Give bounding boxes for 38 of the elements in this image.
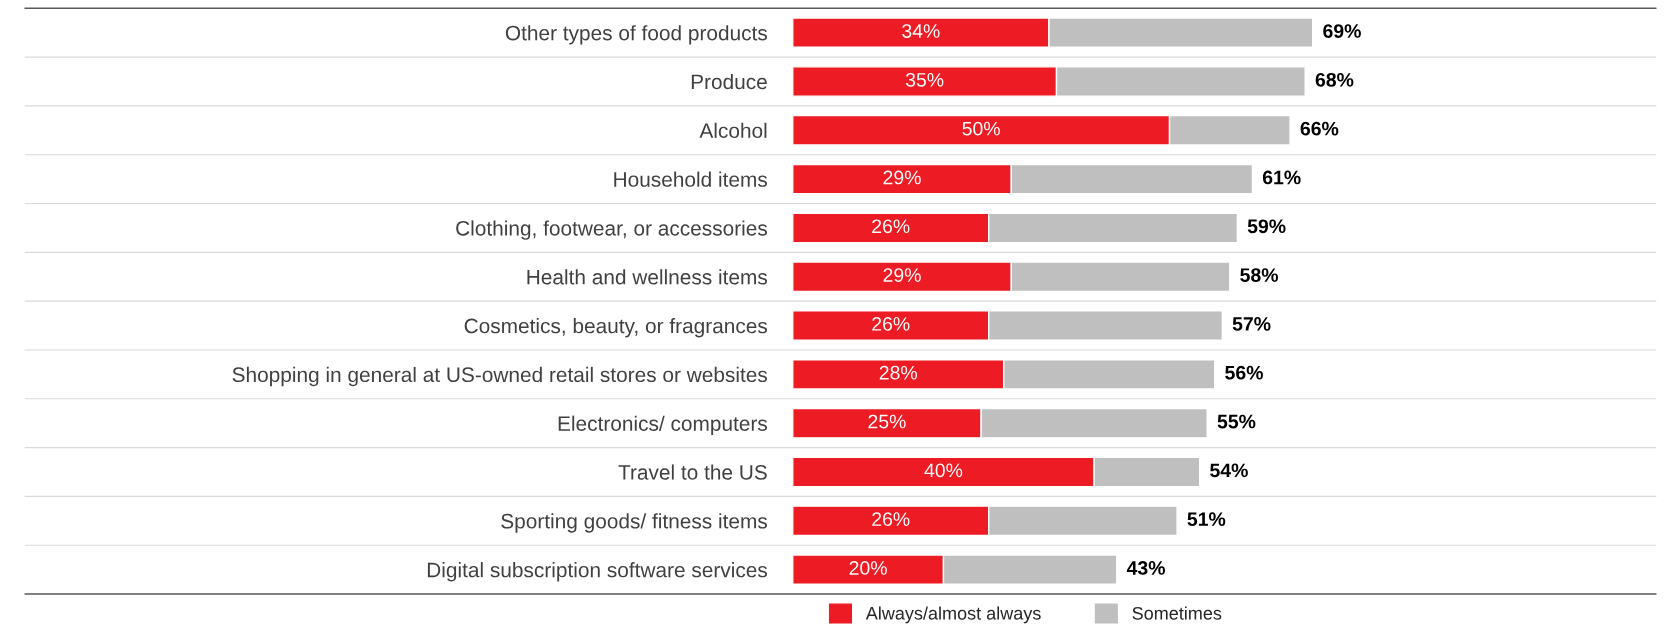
y-tick-label: Cosmetics, beauty, or fragrances: [464, 318, 768, 338]
total-label: 57%: [1232, 317, 1271, 331]
y-tick-label: Household items: [614, 171, 768, 187]
data-label: 34%: [902, 24, 940, 38]
y-tick-label: Electronics/ computers: [558, 415, 768, 436]
y-tick-label: Travel to the US: [618, 464, 767, 480]
total-label: 55%: [1217, 414, 1256, 429]
y-tick-label: Other types of food products: [505, 25, 768, 45]
y-tick-label: Clothing, footwear, or accessories: [456, 220, 768, 240]
y-tick-label: Produce: [691, 73, 767, 90]
data-label: 25%: [868, 414, 906, 429]
y-tick-label: Alcohol: [699, 122, 767, 139]
y-tick-label: Sporting goods/ fitness items: [501, 513, 768, 533]
data-label: 29%: [883, 170, 921, 185]
data-label: 26%: [872, 219, 910, 234]
y-tick-label: Health and wellness items: [527, 269, 768, 285]
total-label: 66%: [1300, 121, 1339, 136]
y-tick-label: Shopping in general at US-owned retail stores or websites: [232, 366, 768, 387]
total-label: 61%: [1262, 170, 1301, 185]
data-label: 50%: [962, 121, 1000, 136]
legend-label: Sometimes: [1132, 606, 1222, 620]
total-label: 43%: [1126, 561, 1165, 575]
total-label: 69%: [1323, 24, 1361, 38]
data-label: 35%: [905, 72, 944, 87]
total-label: 68%: [1315, 72, 1354, 87]
data-label: 26%: [872, 317, 910, 331]
y-tick-label: Digital subscription software services: [427, 562, 768, 582]
legend-label: Always/almost always: [865, 606, 1041, 624]
data-label: 29%: [883, 268, 921, 282]
data-label: 20%: [849, 561, 887, 575]
total-label: 58%: [1240, 268, 1279, 282]
total-label: 56%: [1225, 365, 1263, 380]
data-label: 26%: [872, 512, 910, 527]
total-label: 51%: [1187, 512, 1226, 527]
total-label: 59%: [1247, 219, 1286, 234]
data-label: 40%: [924, 463, 963, 478]
data-label: 28%: [879, 365, 918, 380]
total-label: 54%: [1210, 463, 1248, 478]
